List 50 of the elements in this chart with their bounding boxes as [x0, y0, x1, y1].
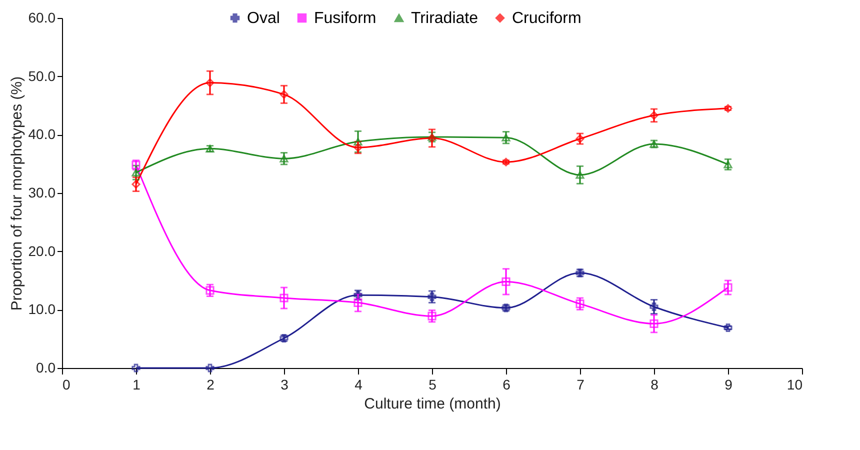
point: [206, 364, 214, 372]
point: [354, 143, 362, 152]
point: [650, 319, 658, 328]
point: [724, 104, 732, 113]
point: [280, 294, 288, 302]
y-tick-label: 30.0: [28, 184, 56, 200]
point: [502, 134, 510, 142]
point: [428, 312, 436, 320]
point: [724, 160, 732, 168]
point: [502, 158, 510, 166]
legend-label: Oval: [247, 10, 280, 27]
x-tick-label: 3: [280, 376, 289, 392]
point: [576, 300, 584, 308]
point: [428, 292, 436, 302]
x-tick-label: 2: [206, 376, 215, 392]
x-tick-label: 0: [62, 376, 70, 392]
x-tick-label: 4: [354, 376, 363, 392]
point: [724, 283, 732, 292]
legend-label: Triradiate: [411, 10, 478, 27]
point: [650, 302, 658, 312]
y-tick-label: 20.0: [28, 242, 56, 259]
x-tick-label: 10: [786, 376, 803, 392]
point: [132, 168, 140, 176]
point: [206, 78, 214, 88]
y-tick-label: 50.0: [28, 68, 56, 84]
point: [650, 111, 658, 120]
point: [354, 138, 362, 146]
x-tick-label: 6: [502, 376, 511, 392]
point: [354, 298, 362, 307]
x-tick-label: 1: [132, 376, 141, 392]
point: [724, 323, 732, 332]
point: [576, 171, 584, 179]
y-tick-label: 0.0: [36, 360, 56, 376]
legend-label: Fusiform: [314, 10, 376, 27]
y-tick-label: 60.0: [28, 10, 56, 26]
point: [206, 286, 214, 295]
point: [132, 180, 140, 189]
point: [280, 154, 288, 162]
x-axis-title: Culture time (month): [364, 396, 501, 412]
x-tick-label: 7: [576, 376, 585, 392]
y-tick-label: 10.0: [28, 301, 56, 318]
x-tick-label: 8: [650, 376, 659, 392]
y-tick-label: 40.0: [28, 126, 56, 142]
legend-label: Cruciform: [512, 10, 582, 27]
x-tick-label: 9: [724, 376, 733, 392]
y-axis-title: Proportion of four morphotypes (%): [8, 76, 26, 311]
point: [280, 90, 288, 99]
point: [132, 364, 140, 372]
x-tick-label: 5: [428, 376, 437, 392]
point: [502, 277, 510, 286]
